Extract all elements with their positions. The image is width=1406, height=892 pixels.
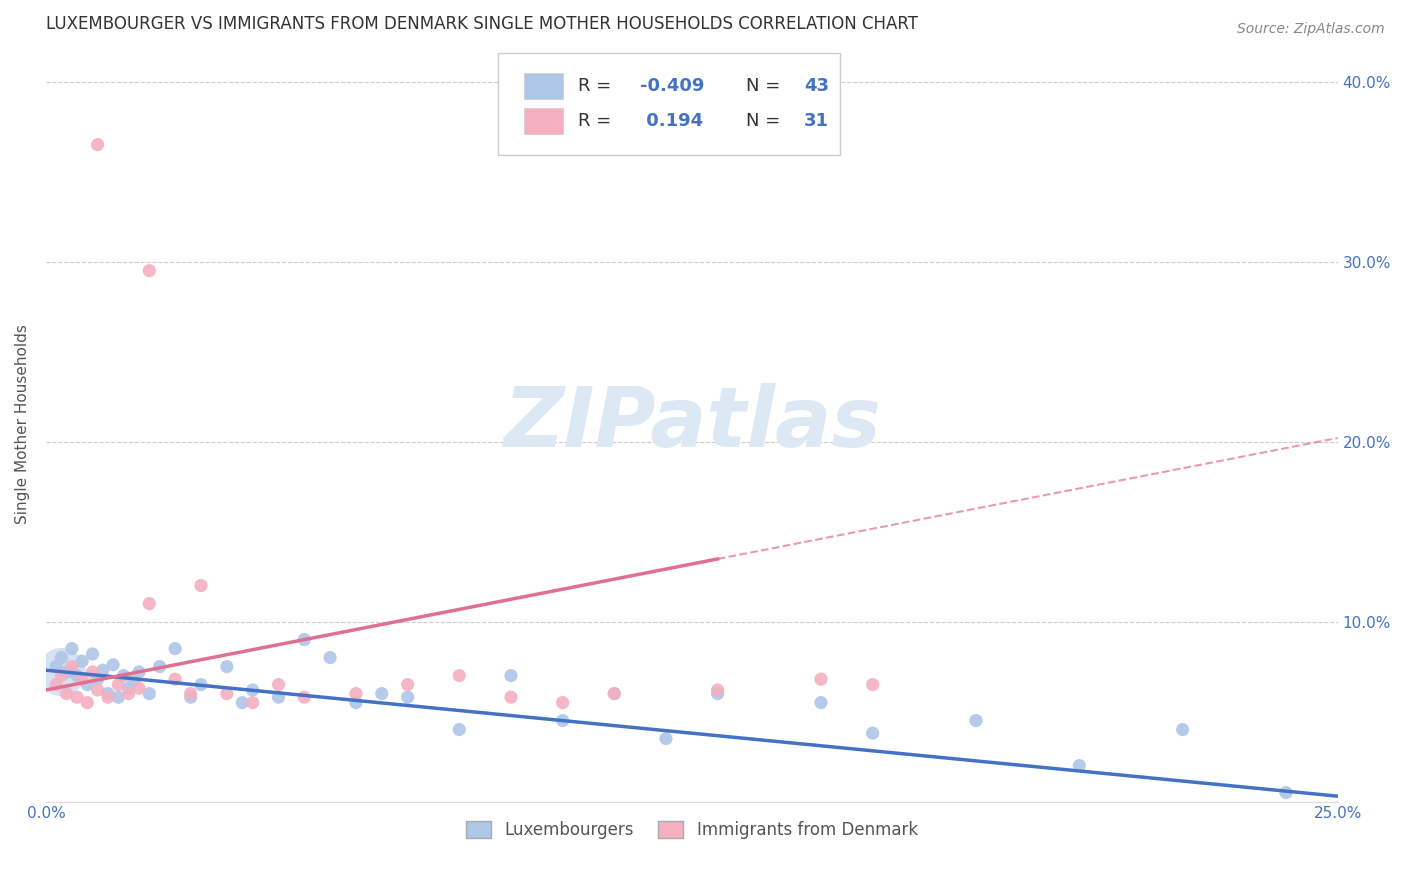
Point <box>55 665 77 679</box>
Point <box>112 668 135 682</box>
Point <box>55 687 77 701</box>
Point <box>267 690 290 705</box>
Point <box>292 690 315 705</box>
Point <box>371 687 394 701</box>
Point <box>1069 758 1091 772</box>
Point <box>1275 786 1298 800</box>
Text: N =: N = <box>747 112 786 130</box>
Point <box>138 597 160 611</box>
Text: Source: ZipAtlas.com: Source: ZipAtlas.com <box>1237 22 1385 37</box>
Point <box>117 687 139 701</box>
Point <box>86 683 108 698</box>
Text: R =: R = <box>578 112 623 130</box>
Point <box>706 683 728 698</box>
Point <box>655 731 678 746</box>
Point <box>344 696 367 710</box>
Point <box>551 714 574 728</box>
Text: 31: 31 <box>804 112 830 130</box>
Point <box>70 672 93 686</box>
Text: ZIPatlas: ZIPatlas <box>503 384 880 464</box>
Point <box>138 263 160 277</box>
Point <box>70 654 93 668</box>
Point <box>91 663 114 677</box>
Point <box>180 690 202 705</box>
Point <box>965 714 987 728</box>
Point <box>107 690 129 705</box>
Point <box>319 650 342 665</box>
Point <box>499 690 522 705</box>
Point <box>122 673 145 688</box>
Point <box>86 137 108 152</box>
Point <box>449 668 471 682</box>
Point <box>60 641 83 656</box>
Point <box>82 665 104 679</box>
Point <box>60 659 83 673</box>
Point <box>165 641 187 656</box>
Point <box>499 668 522 682</box>
Point <box>810 672 832 686</box>
Point <box>149 659 172 673</box>
Point <box>45 677 67 691</box>
Point <box>82 647 104 661</box>
Text: -0.409: -0.409 <box>640 77 704 95</box>
Text: LUXEMBOURGER VS IMMIGRANTS FROM DENMARK SINGLE MOTHER HOUSEHOLDS CORRELATION CHA: LUXEMBOURGER VS IMMIGRANTS FROM DENMARK … <box>46 15 918 33</box>
Point <box>810 696 832 710</box>
Point <box>215 687 238 701</box>
Point <box>107 677 129 691</box>
Text: N =: N = <box>747 77 786 95</box>
Text: R =: R = <box>578 77 617 95</box>
Point <box>603 687 626 701</box>
Point <box>45 659 67 673</box>
Point <box>231 696 253 710</box>
Point <box>190 579 212 593</box>
Point <box>292 632 315 647</box>
Text: 0.194: 0.194 <box>640 112 703 130</box>
Point <box>76 696 98 710</box>
Point <box>51 665 73 679</box>
Legend: Luxembourgers, Immigrants from Denmark: Luxembourgers, Immigrants from Denmark <box>458 814 925 847</box>
Point <box>180 687 202 701</box>
Point <box>66 668 89 682</box>
Point <box>449 723 471 737</box>
Point <box>117 681 139 696</box>
Point <box>396 690 419 705</box>
Point <box>551 696 574 710</box>
Point <box>128 681 150 696</box>
Point <box>97 690 120 705</box>
Point <box>242 696 264 710</box>
Point <box>1171 723 1194 737</box>
Y-axis label: Single Mother Households: Single Mother Households <box>15 324 30 524</box>
Point <box>165 672 187 686</box>
Point <box>396 677 419 691</box>
Point <box>51 668 73 682</box>
Point <box>138 687 160 701</box>
Point <box>101 657 124 672</box>
FancyBboxPatch shape <box>524 108 562 135</box>
Point <box>128 665 150 679</box>
Point <box>86 672 108 686</box>
Point <box>51 650 73 665</box>
Point <box>862 726 884 740</box>
Text: 43: 43 <box>804 77 830 95</box>
Point <box>190 677 212 691</box>
FancyBboxPatch shape <box>524 72 562 99</box>
Point <box>215 659 238 673</box>
Point <box>76 677 98 691</box>
FancyBboxPatch shape <box>498 54 841 155</box>
Point <box>603 687 626 701</box>
Point <box>862 677 884 691</box>
Point <box>97 687 120 701</box>
Point <box>267 677 290 691</box>
Point <box>66 690 89 705</box>
Point <box>706 687 728 701</box>
Point <box>344 687 367 701</box>
Point <box>242 683 264 698</box>
